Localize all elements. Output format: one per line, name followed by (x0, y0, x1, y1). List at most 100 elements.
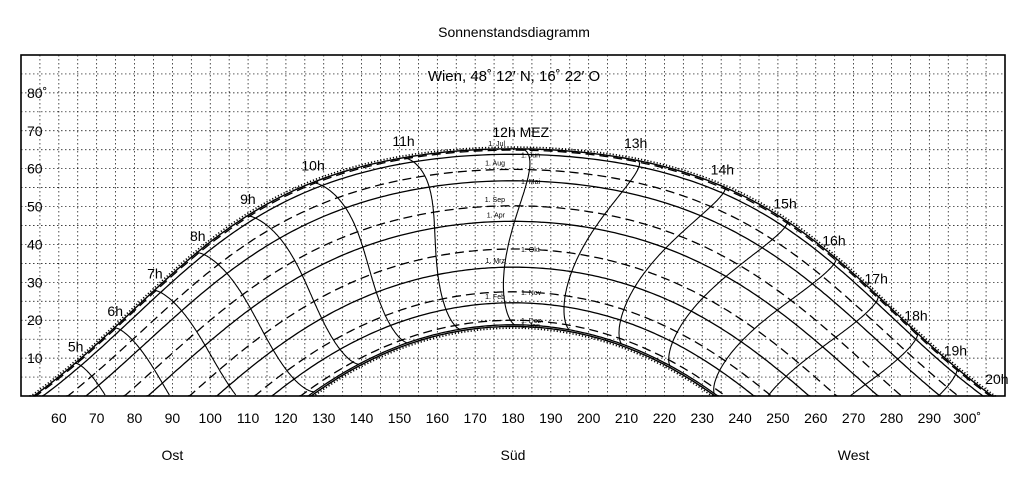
hour-line (502, 148, 531, 326)
hour-label: 12h MEZ (492, 124, 549, 140)
hour-label: 14h (711, 162, 734, 178)
hour-line (402, 157, 461, 330)
y-tick-label: 10 (27, 350, 43, 366)
x-tick-label: 60 (51, 410, 67, 426)
day-path (41, 153, 986, 397)
y-tick-label: 50 (27, 199, 43, 215)
x-tick-label: 200 (577, 410, 601, 426)
x-tick-label: 90 (165, 410, 181, 426)
x-tick-label: 160 (426, 410, 450, 426)
day-path (271, 302, 756, 397)
x-tick-label: 120 (274, 410, 298, 426)
labels: 60 70 80 90 100 110 120 130 140 150 160 170 180 190 20… (27, 85, 1009, 463)
month-label: 1. Dez (521, 318, 542, 325)
x-tick-label: 260 (804, 410, 828, 426)
winter-solstice-path (309, 325, 717, 397)
hour-line (153, 290, 237, 396)
x-tick-label: 210 (615, 410, 639, 426)
month-label: 1. Jul (488, 141, 505, 148)
x-tick-label: 110 (237, 410, 260, 426)
x-tick-label: 220 (653, 410, 677, 426)
month-label: 1. Feb (485, 294, 505, 301)
hour-label: 13h (624, 135, 647, 151)
month-label: 1. Aug (485, 160, 505, 167)
hour-line (618, 186, 726, 345)
month-label: 1. Jun (521, 152, 540, 159)
x-tick-label: 270 (842, 410, 866, 426)
plot-frame (20, 54, 1006, 397)
month-label: 1. Nov (521, 290, 542, 297)
x-tick-label: 190 (539, 410, 563, 426)
x-tick-label: 300˚ (953, 410, 981, 426)
day-path (214, 266, 811, 397)
hour-label: 6h (107, 303, 123, 319)
hour-label: 7h (147, 266, 163, 282)
day-path (83, 180, 942, 397)
hour-label: 17h (865, 270, 888, 286)
x-tick-label: 70 (89, 410, 105, 426)
hour-line (195, 252, 315, 393)
day-path (306, 324, 720, 397)
day-path (123, 205, 903, 397)
hour-line (713, 257, 837, 395)
y-tick-label: 30 (27, 274, 43, 290)
hour-label: 19h (944, 343, 967, 359)
hour-label: 5h (68, 338, 84, 354)
day-path (33, 149, 992, 397)
y-tick-label: 60 (27, 161, 43, 177)
x-tick-label: 140 (350, 410, 374, 426)
month-label: 1. Okt (521, 247, 540, 254)
day-path (187, 248, 838, 397)
month-label: 1. Mai (521, 179, 541, 186)
winter-solstice-dotted-path (312, 327, 714, 397)
hour-line (668, 220, 788, 367)
hour-line (246, 215, 360, 365)
hour-line (74, 362, 106, 396)
hour-label: 10h (301, 158, 324, 174)
hour-label: 8h (190, 228, 206, 244)
y-tick-label: 20 (27, 312, 43, 328)
hour-line (850, 332, 919, 397)
hour-line (113, 327, 170, 396)
x-tick-label: 240 (728, 410, 752, 426)
x-tick-label: 170 (463, 410, 487, 426)
x-tick-label: 290 (918, 410, 942, 426)
direction-label: Ost (161, 447, 183, 463)
hour-line (311, 182, 408, 344)
chart-title: Sonnenstandsdiagramm (438, 24, 590, 40)
direction-label: West (838, 447, 870, 463)
hour-line (938, 367, 958, 397)
hour-line (563, 159, 641, 331)
month-label: 1. Jan (521, 323, 540, 330)
x-tick-label: 230 (691, 410, 715, 426)
day-path (146, 220, 880, 397)
y-tick-label: 80˚ (27, 85, 47, 101)
x-tick-label: 100 (199, 410, 223, 426)
x-tick-label: 180 (501, 410, 525, 426)
summer-solstice-dotted-path (29, 146, 998, 397)
day-path (253, 291, 774, 397)
day-path (66, 168, 960, 397)
month-label: 1. Apr (487, 212, 506, 219)
y-tick-label: 70 (27, 123, 43, 139)
hour-line (768, 295, 879, 396)
day-path (299, 319, 727, 397)
hour-label: 9h (240, 191, 256, 207)
x-tick-label: 250 (766, 410, 790, 426)
summer-solstice-path (32, 148, 995, 397)
hour-label: 15h (773, 195, 796, 211)
hour-label: 11h (392, 133, 414, 149)
x-tick-label: 80 (127, 410, 143, 426)
x-tick-label: 130 (312, 410, 336, 426)
x-tick-label: 150 (388, 410, 412, 426)
month-label: 1. Mrz (486, 258, 506, 265)
direction-label: Süd (501, 447, 526, 463)
hour-label: 20h (985, 371, 1008, 387)
curves (29, 146, 998, 397)
hour-label: 18h (904, 307, 927, 323)
grid (21, 55, 1005, 396)
month-label: 1. Sep (485, 197, 505, 204)
chart-subtitle: Wien, 48˚ 12′ N, 16˚ 22′ O (428, 68, 600, 85)
